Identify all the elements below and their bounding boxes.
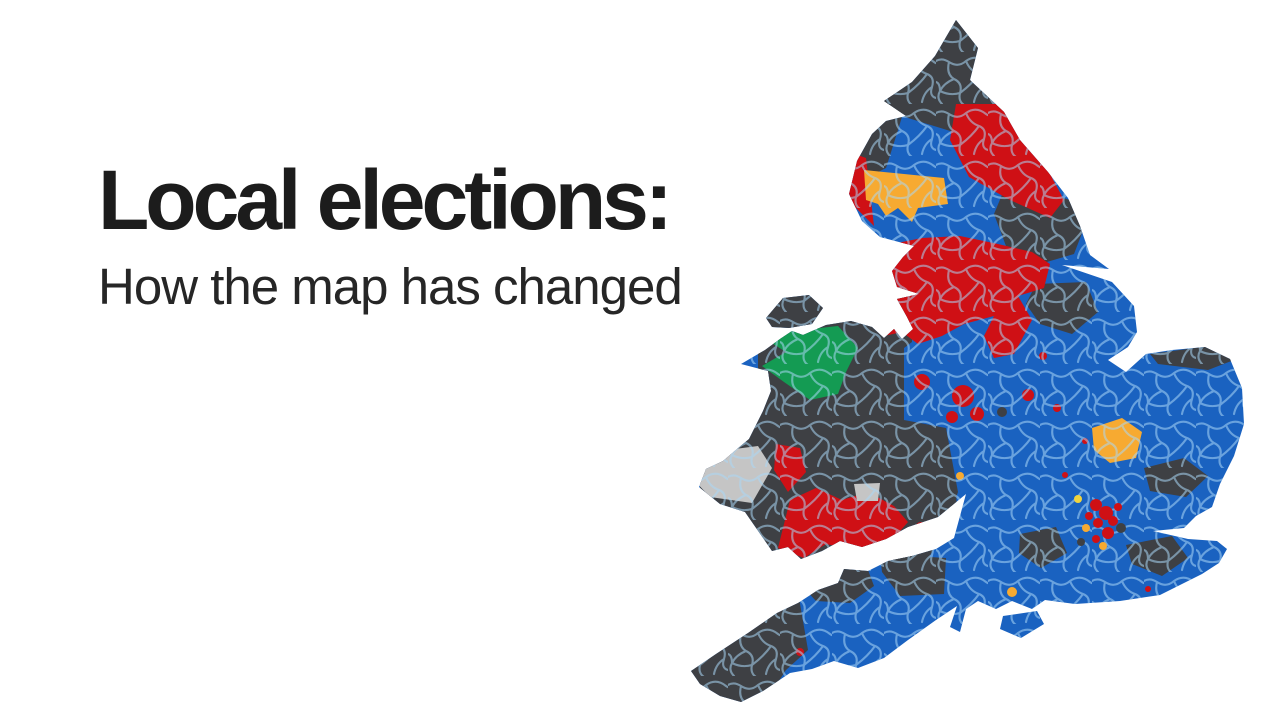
page-title: Local elections: [98, 153, 673, 247]
district-borders-overlay [691, 20, 1244, 702]
page-subtitle: How the map has changed [98, 258, 683, 315]
region-london-cluster [1074, 495, 1126, 550]
title-block: Local elections: How the map has changed [98, 158, 738, 314]
